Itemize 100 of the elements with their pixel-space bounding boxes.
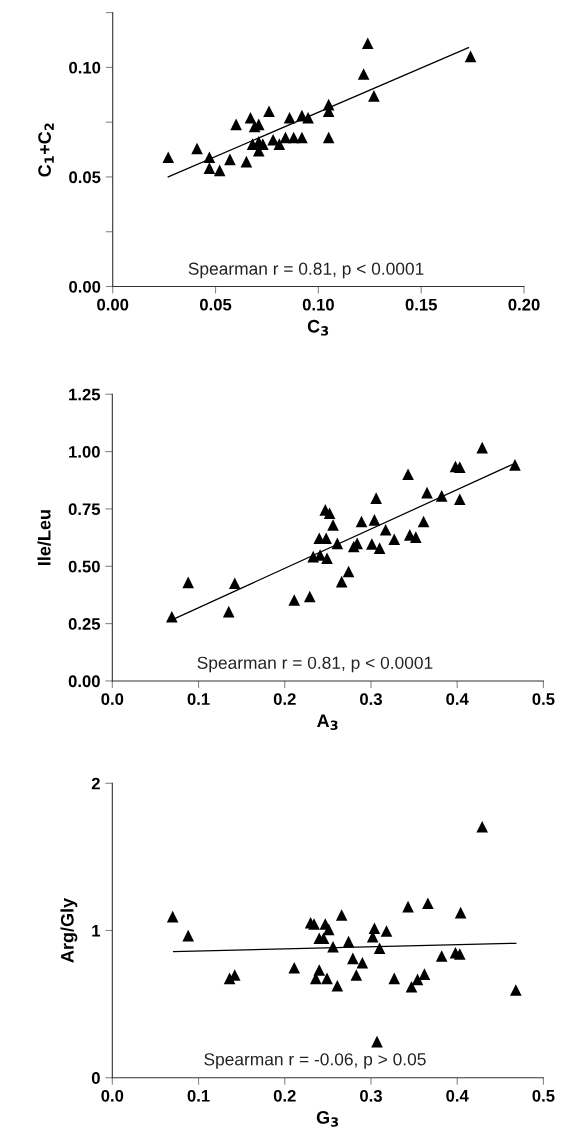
- point: [342, 565, 355, 578]
- point: [308, 918, 320, 930]
- x-axis-title: A$_{3}$: [317, 714, 338, 731]
- x-tick-label: 0.15: [405, 298, 437, 311]
- point: [322, 923, 335, 936]
- point: [342, 935, 355, 948]
- point: [321, 552, 333, 565]
- annotation: Spearman r = -0.06, p > 0.05: [204, 1053, 426, 1069]
- point: [331, 979, 344, 992]
- point: [203, 151, 216, 164]
- y-tick-label: 0.50: [68, 560, 100, 573]
- y-axis-title: Ile/Leu: [37, 510, 51, 565]
- x-tick-label: 0.0: [101, 693, 124, 705]
- point: [322, 131, 335, 144]
- point: [288, 594, 301, 606]
- x-tick-label: 0.4: [446, 1089, 469, 1102]
- point: [222, 605, 235, 618]
- y-tick-label: 1.25: [69, 388, 101, 401]
- y-tick-label: 0.25: [68, 618, 101, 630]
- point: [509, 459, 521, 471]
- point: [417, 515, 430, 528]
- point: [347, 952, 359, 965]
- y-tick-label: 0.10: [69, 61, 101, 74]
- point: [240, 155, 253, 168]
- x-axis-title: G$_{3}$: [316, 1111, 339, 1127]
- point: [166, 610, 178, 623]
- point: [388, 533, 401, 545]
- point: [327, 519, 339, 531]
- point: [361, 37, 374, 50]
- point: [356, 956, 369, 969]
- point: [373, 942, 386, 955]
- point: [380, 925, 393, 937]
- point: [355, 515, 368, 528]
- point: [162, 151, 175, 164]
- point: [224, 153, 236, 166]
- y-tick-label: 1.00: [69, 445, 100, 458]
- x-tick-label: 0.1: [187, 1089, 210, 1102]
- point: [402, 468, 414, 481]
- x-tick-label: 0.4: [446, 693, 469, 705]
- x-tick-label: 0.20: [508, 298, 540, 311]
- point: [244, 111, 257, 124]
- point: [379, 523, 392, 536]
- point: [263, 105, 275, 118]
- y-tick-label: 0: [91, 1072, 100, 1084]
- point: [388, 972, 401, 985]
- y-tick-label: 0.00: [69, 280, 101, 293]
- point: [476, 820, 489, 833]
- point: [296, 131, 308, 144]
- point: [302, 111, 314, 124]
- point: [368, 90, 380, 102]
- y-tick-label: 0.00: [68, 675, 100, 688]
- x-tick-label: 0.2: [273, 693, 296, 705]
- x-tick-label: 0.3: [360, 1089, 382, 1102]
- point: [230, 118, 242, 131]
- point: [335, 909, 348, 921]
- point: [283, 111, 296, 124]
- point: [228, 577, 241, 590]
- point: [323, 507, 336, 520]
- x-tick-label: 0.2: [273, 1089, 296, 1102]
- point: [405, 980, 418, 993]
- point: [410, 531, 422, 543]
- point: [418, 968, 431, 980]
- point: [435, 490, 448, 502]
- point: [182, 576, 194, 589]
- y-tick-label: 0.75: [68, 503, 101, 516]
- point: [213, 164, 226, 177]
- point: [373, 542, 386, 554]
- point: [454, 906, 467, 919]
- x-tick-label: 0.5: [532, 693, 555, 705]
- y-tick-label: 2: [91, 777, 100, 790]
- x-tick-label: 0.10: [302, 298, 334, 311]
- point: [370, 492, 382, 504]
- point: [303, 590, 316, 603]
- x-tick-label: 0.05: [199, 298, 232, 311]
- point: [288, 961, 301, 974]
- point: [357, 68, 370, 80]
- point: [422, 897, 434, 910]
- point: [510, 984, 522, 996]
- y-axis-title: C$_{1}$+C$_{2}$: [38, 123, 54, 177]
- point: [464, 50, 477, 63]
- point: [182, 929, 194, 942]
- point: [166, 910, 179, 923]
- x-tick-label: 0.3: [360, 693, 382, 706]
- point: [435, 950, 448, 962]
- point: [411, 973, 424, 986]
- point: [267, 133, 279, 146]
- x-tick-label: 0.0: [101, 1089, 124, 1102]
- point: [331, 537, 344, 550]
- y-tick-label: 1: [92, 925, 101, 937]
- y-axis-title: Arg/Gly: [60, 897, 78, 963]
- point: [453, 461, 466, 473]
- annotation: Spearman r = 0.81, p < 0.0001: [197, 656, 433, 673]
- point: [453, 948, 466, 960]
- annotation: Spearman r = 0.81, p < 0.0001: [188, 262, 424, 279]
- x-tick-label: 0.1: [187, 693, 210, 705]
- x-tick-label: 0.5: [532, 1089, 555, 1102]
- point: [203, 162, 216, 174]
- point: [335, 575, 348, 588]
- y-tick-label: 0.05: [69, 171, 101, 184]
- point: [273, 138, 286, 150]
